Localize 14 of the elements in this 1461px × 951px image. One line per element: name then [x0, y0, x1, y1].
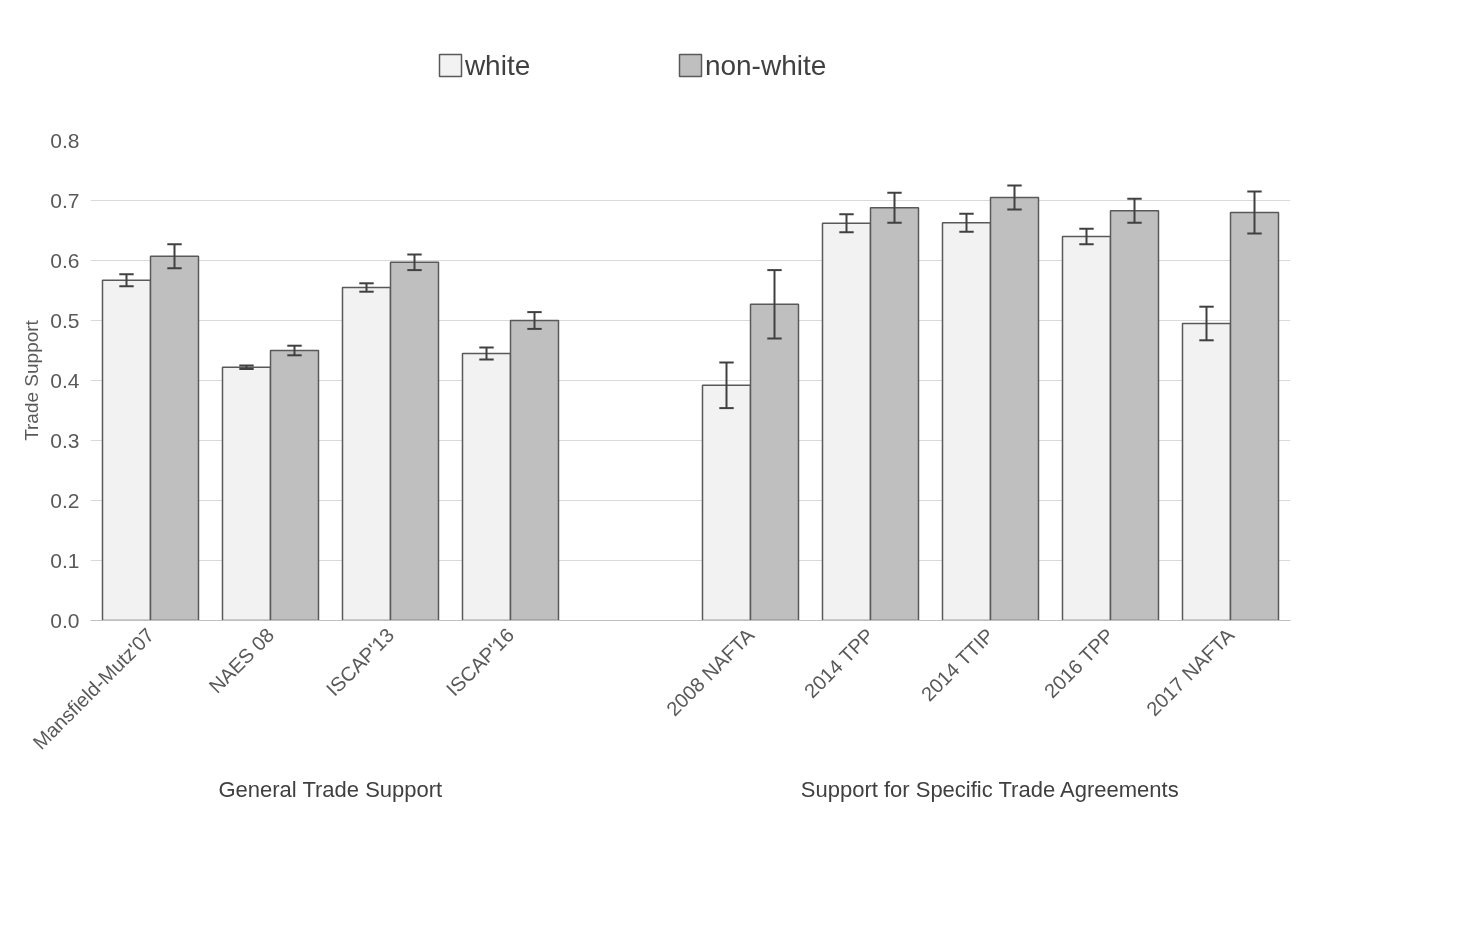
y-tick-label: 0.1	[50, 548, 80, 572]
legend-label: white	[463, 50, 531, 81]
y-tick-label: 0.0	[50, 608, 80, 632]
y-tick-label: 0.8	[50, 128, 80, 152]
y-tick-label: 0.2	[50, 488, 80, 512]
legend-label: non-white	[704, 50, 827, 81]
y-tick-label: 0.6	[50, 248, 80, 272]
text: General Trade Support	[218, 777, 443, 802]
y-tick-label: 0.7	[50, 188, 80, 212]
y-tick-label: 0.3	[50, 428, 80, 452]
y-tick-label: 0.4	[50, 368, 80, 392]
text: Support for Specific Trade Agreements	[800, 777, 1179, 802]
y-axis-title: Trade Support	[21, 319, 43, 441]
y-tick-label: 0.5	[50, 308, 80, 332]
